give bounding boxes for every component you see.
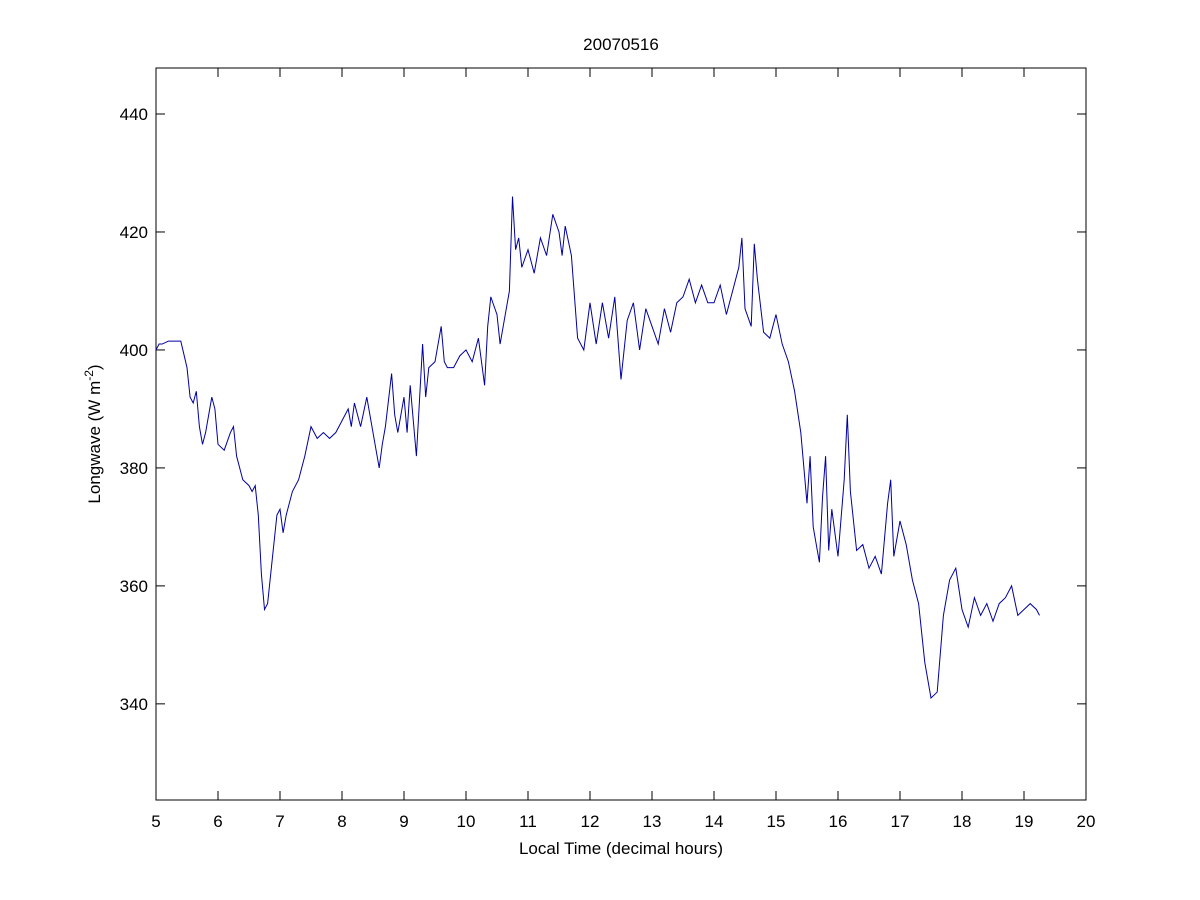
- y-label-text: Longwave (W m: [85, 381, 104, 504]
- y-tick-label: 440: [120, 105, 148, 124]
- x-tick-label: 10: [457, 812, 476, 831]
- x-tick-label: 6: [213, 812, 222, 831]
- y-label-superscript: -2: [82, 370, 96, 381]
- x-tick-label: 5: [151, 812, 160, 831]
- y-tick-label: 400: [120, 341, 148, 360]
- x-tick-label: 20: [1077, 812, 1096, 831]
- x-tick-label: 18: [953, 812, 972, 831]
- x-tick-label: 16: [829, 812, 848, 831]
- y-label-text: ): [85, 364, 104, 370]
- x-tick-label: 19: [1015, 812, 1034, 831]
- x-tick-label: 9: [399, 812, 408, 831]
- x-tick-label: 12: [581, 812, 600, 831]
- x-tick-label: 15: [767, 812, 786, 831]
- y-axis-label: Longwave (W m-2): [82, 364, 104, 503]
- y-tick-label: 360: [120, 577, 148, 596]
- data-line: [155, 196, 1040, 699]
- x-tick-label: 14: [705, 812, 724, 831]
- x-tick-label: 17: [891, 812, 910, 831]
- x-tick-label: 7: [275, 812, 284, 831]
- x-tick-label: 8: [337, 812, 346, 831]
- x-axis-label: Local Time (decimal hours): [519, 839, 723, 858]
- plot-frame: [155, 67, 1087, 801]
- x-tick-label: 11: [519, 812, 537, 831]
- y-tick-label: 340: [120, 695, 148, 714]
- chart-title: 20070516: [583, 35, 659, 54]
- y-tick-label: 420: [120, 223, 148, 242]
- x-tick-label: 13: [643, 812, 662, 831]
- y-tick-label: 380: [120, 459, 148, 478]
